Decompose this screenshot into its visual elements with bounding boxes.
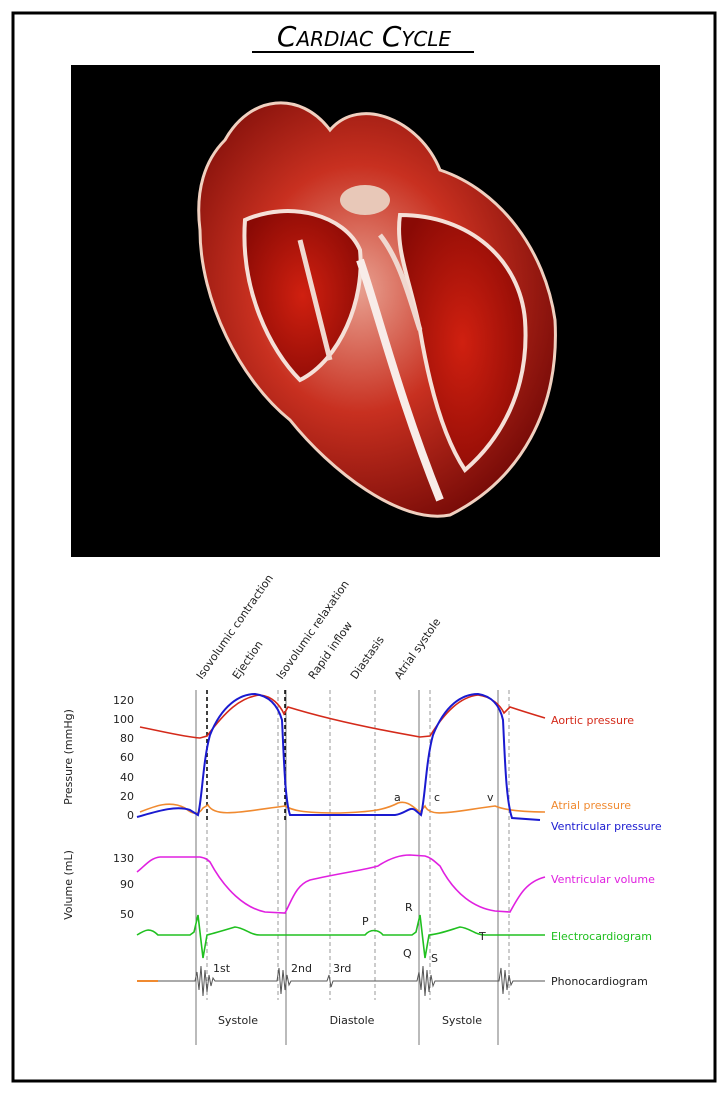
- tick-label: 130: [113, 852, 134, 865]
- curve-label: Phonocardiogram: [551, 975, 648, 988]
- volume-axis: Volume (mL) 130 90 50: [62, 850, 134, 921]
- phonocardiogram-curve: [137, 965, 545, 997]
- tick-label: 100: [113, 713, 134, 726]
- curve-label: Ventricular volume: [551, 873, 655, 886]
- wave-label: T: [478, 930, 486, 943]
- heart-image: [71, 65, 660, 557]
- pressure-axis: Pressure (mmHg) 120 100 80 60 40 20 0: [62, 694, 134, 822]
- tick-label: 20: [120, 790, 134, 803]
- tick-label: 0: [127, 809, 134, 822]
- sound-label: 3rd: [333, 962, 351, 975]
- tick-label: 60: [120, 751, 134, 764]
- curves: [136, 692, 546, 997]
- tick-label: 120: [113, 694, 134, 707]
- period-label: Systole: [442, 1014, 482, 1027]
- tick-label: 40: [120, 771, 134, 784]
- axis-title: Pressure (mmHg): [62, 709, 75, 805]
- sound-label: 1st: [213, 962, 231, 975]
- curve-label: Ventricular pressure: [551, 820, 662, 833]
- wave-label: v: [487, 791, 494, 804]
- wave-labels: a c v P R Q S T: [362, 791, 494, 965]
- tick-label: 50: [120, 908, 134, 921]
- tick-label: 80: [120, 732, 134, 745]
- period-label: Systole: [218, 1014, 258, 1027]
- phase-dividers: [195, 690, 510, 1045]
- sound-label: 2nd: [291, 962, 312, 975]
- tick-label: 90: [120, 878, 134, 891]
- wave-label: R: [405, 901, 413, 914]
- periods: Systole Diastole Systole: [218, 1014, 482, 1027]
- wave-label: a: [394, 791, 401, 804]
- title: Cardiac Cycle: [277, 20, 451, 53]
- period-label: Diastole: [330, 1014, 375, 1027]
- wave-label: P: [362, 915, 369, 928]
- ventricular-curve: [136, 692, 541, 821]
- volume-curve: [136, 854, 546, 914]
- ecg-curve: [136, 914, 545, 959]
- curve-labels: Aortic pressure Atrial pressure Ventricu…: [551, 714, 662, 988]
- axis-title: Volume (mL): [62, 850, 75, 920]
- wave-label: c: [434, 791, 440, 804]
- curve-label: Aortic pressure: [551, 714, 634, 727]
- wave-label: S: [431, 952, 438, 965]
- curve-label: Electrocardiogram: [551, 930, 652, 943]
- heart-sounds: 1st 2nd 3rd: [213, 962, 351, 975]
- wave-label: Q: [403, 947, 412, 960]
- curve-label: Atrial pressure: [551, 799, 631, 812]
